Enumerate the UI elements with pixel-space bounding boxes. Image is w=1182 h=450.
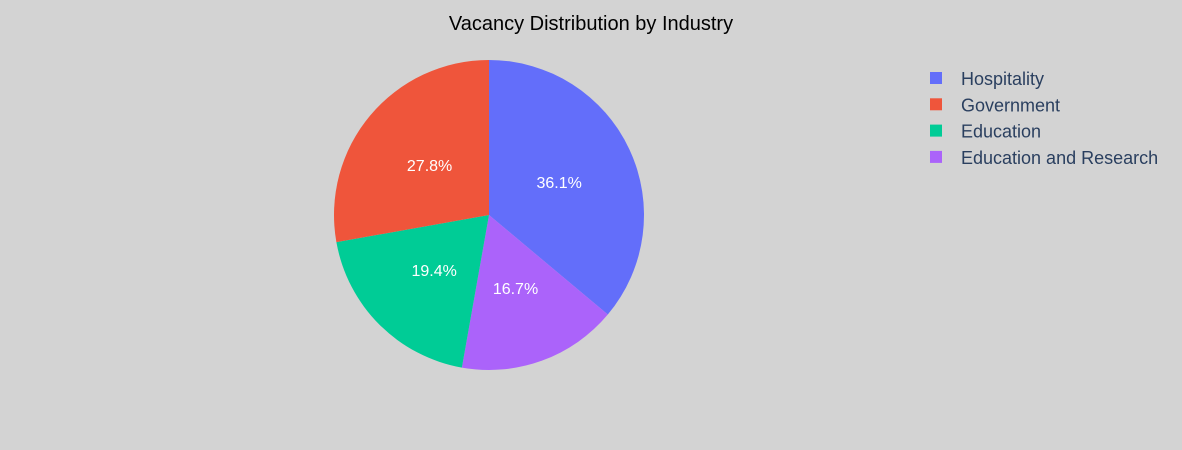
legend-label-education-and-research: Education and Research (961, 148, 1158, 168)
legend-item-education-and-research[interactable]: Education and Research (930, 148, 1158, 168)
slice-label-government: 27.8% (407, 158, 452, 175)
legend-swatch-government (930, 98, 942, 111)
slice-label-education: 19.4% (412, 263, 457, 280)
legend-label-hospitality: Hospitality (961, 69, 1044, 89)
legend: Hospitality Government Education Education … (930, 69, 1158, 168)
legend-item-hospitality[interactable]: Hospitality (930, 69, 1044, 89)
pie-labels: 36.1% 16.7% 19.4% 27.8% (407, 158, 582, 298)
legend-swatch-education (930, 124, 942, 137)
pie-slice-education[interactable] (336, 215, 489, 368)
legend-item-education[interactable]: Education (930, 122, 1041, 142)
legend-label-government: Government (961, 95, 1060, 115)
pie-slice-government[interactable] (334, 60, 489, 243)
legend-swatch-education-and-research (930, 150, 942, 163)
pie-slice-hospitality[interactable] (489, 60, 644, 315)
pie-slice-education-and-research[interactable] (461, 215, 608, 370)
slice-label-education-and-research: 16.7% (493, 281, 538, 298)
slice-label-hospitality: 36.1% (537, 175, 582, 192)
pie-slices (334, 60, 644, 370)
legend-swatch-hospitality (930, 72, 942, 84)
legend-item-government[interactable]: Government (930, 95, 1060, 115)
chart-title: Vacancy Distribution by Industry (449, 13, 733, 35)
legend-label-education: Education (961, 122, 1041, 142)
